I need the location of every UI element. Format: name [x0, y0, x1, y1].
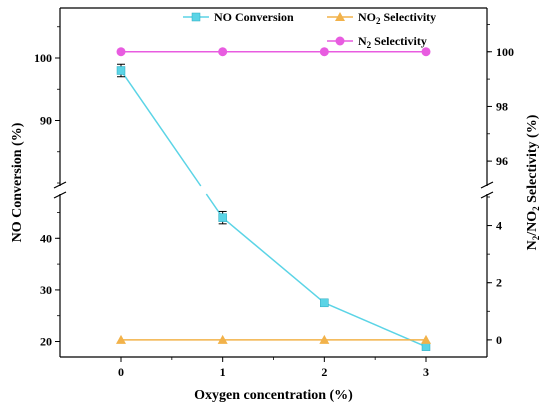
legend-no2-selectivity-marker	[335, 12, 345, 21]
right-tick-label: 2	[496, 276, 502, 290]
x-axis-title: Oxygen concentration (%)	[194, 388, 353, 403]
left-axis-break-mark	[53, 181, 67, 189]
right-tick-label: 96	[496, 154, 508, 168]
n2-selectivity-point	[218, 47, 228, 57]
legend-n2-selectivity-marker	[335, 36, 345, 46]
right-axis-title: N2/NO2 Selectivity (%)	[525, 114, 541, 250]
no-conversion-line-segment	[222, 217, 325, 304]
legend-no-conversion-label: NO Conversion	[214, 10, 294, 24]
left-tick-label: 100	[34, 51, 52, 65]
no-conversion-point	[218, 213, 227, 222]
left-tick-label: 30	[40, 283, 52, 297]
left-axis-title: NO Conversion (%)	[10, 122, 25, 242]
left-tick-label: 40	[40, 231, 52, 245]
no-conversion-point	[421, 342, 431, 351]
left-axis-break-mark	[53, 191, 67, 199]
no2-selectivity-point	[421, 334, 431, 344]
n2-selectivity-point	[421, 47, 431, 57]
right-tick-label: 4	[496, 219, 502, 233]
left-tick-label: 20	[40, 335, 52, 349]
x-tick-label: 0	[118, 365, 124, 379]
right-tick-label: 100	[496, 45, 514, 59]
x-tick-label: 3	[423, 365, 429, 379]
x-tick-label: 2	[321, 365, 327, 379]
right-axis-break-mark	[480, 181, 494, 189]
left-tick-label: 90	[40, 114, 52, 128]
right-tick-label: 0	[496, 333, 502, 347]
no2-selectivity-point	[217, 334, 228, 344]
no-conversion-point	[116, 66, 126, 75]
legend-n2-selectivity-label: N2 Selectivity	[358, 34, 427, 50]
legend-no2-selectivity-label: NO2 Selectivity	[358, 10, 436, 26]
x-tick-label: 1	[220, 365, 226, 379]
no-conversion-line-segment	[120, 70, 202, 187]
n2-selectivity-point	[116, 47, 126, 57]
no2-selectivity-point	[319, 334, 330, 344]
right-tick-label: 98	[496, 99, 508, 113]
n2-selectivity-point	[319, 47, 329, 57]
legend-no-conversion-marker	[191, 12, 201, 22]
no2-selectivity-point	[116, 334, 126, 344]
no-conversion-point	[320, 298, 329, 308]
right-axis-break-mark	[480, 191, 494, 199]
